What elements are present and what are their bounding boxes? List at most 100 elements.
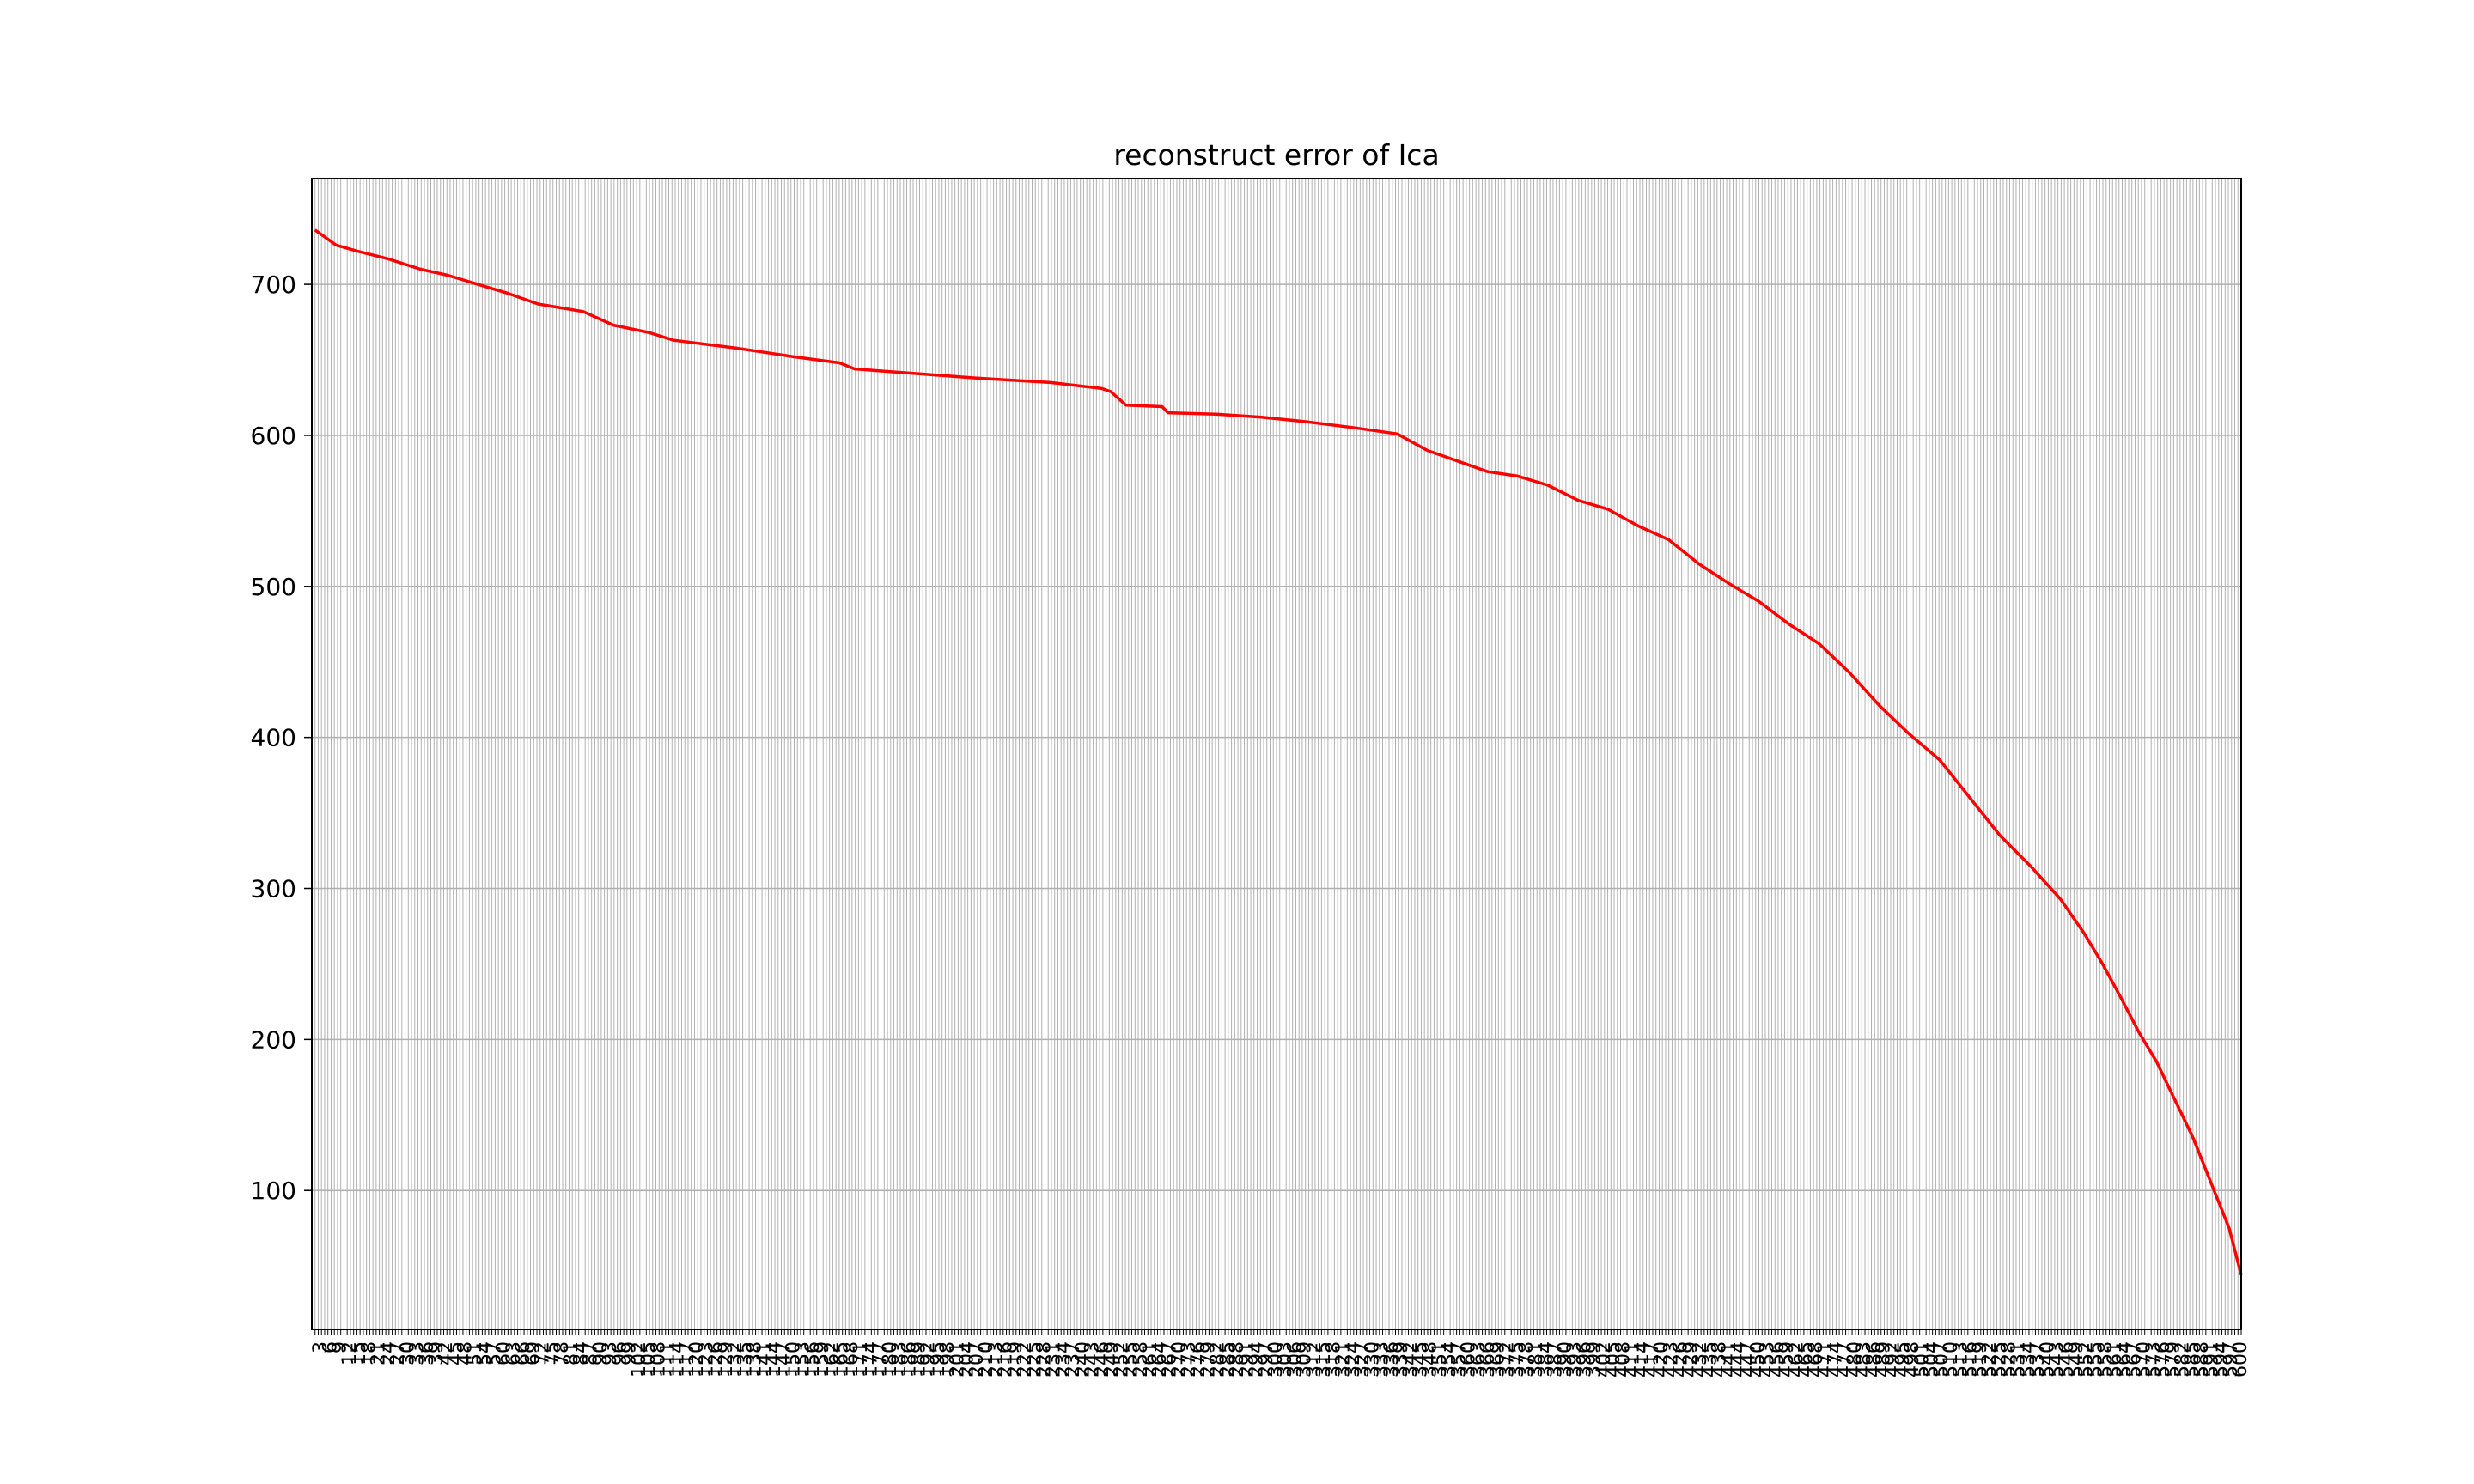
x-tick-label: 174 <box>860 1341 881 1378</box>
x-tick-label: 162 <box>821 1341 843 1378</box>
x-tick-label: 165 <box>832 1341 853 1378</box>
x-tick-label: 435 <box>1699 1341 1721 1378</box>
x-tick-label: 486 <box>1863 1341 1885 1378</box>
x-tick-label: 285 <box>1217 1341 1239 1378</box>
x-tick-label: 540 <box>2037 1341 2058 1378</box>
x-tick-label: 549 <box>2066 1341 2087 1378</box>
x-tick-label: 561 <box>2105 1341 2126 1378</box>
x-tick-label: 522 <box>1979 1341 2001 1378</box>
x-tick-label: 234 <box>1053 1341 1075 1378</box>
x-tick-label: 249 <box>1101 1341 1123 1378</box>
x-tick-label: 18 <box>358 1341 380 1365</box>
x-tick-label: 417 <box>1642 1341 1663 1378</box>
x-tick-label: 393 <box>1564 1341 1586 1378</box>
x-tick-label: 219 <box>1005 1341 1027 1378</box>
x-tick-label: 153 <box>793 1341 814 1378</box>
x-tick-label: 495 <box>1892 1341 1914 1378</box>
x-tick-label: 297 <box>1256 1341 1277 1378</box>
x-tick-label: 333 <box>1372 1341 1393 1378</box>
x-tick-label: 93 <box>600 1341 621 1365</box>
x-tick-label: 375 <box>1507 1341 1528 1378</box>
x-tick-label: 141 <box>754 1341 776 1378</box>
x-tick-label: 339 <box>1391 1341 1412 1378</box>
x-tick-label: 321 <box>1333 1341 1355 1378</box>
x-tick-label: 210 <box>976 1341 997 1378</box>
x-tick-label: 207 <box>966 1341 988 1378</box>
x-tick-label: 483 <box>1854 1341 1875 1378</box>
x-tick-label: 213 <box>985 1341 1007 1378</box>
x-tick-label: 36 <box>417 1341 438 1365</box>
x-tick-label: 129 <box>716 1341 737 1378</box>
x-tick-label: 42 <box>436 1341 457 1365</box>
x-tick-label: 366 <box>1478 1341 1499 1378</box>
y-tick-label: 500 <box>251 573 296 601</box>
x-tick-label: 384 <box>1535 1341 1557 1378</box>
chart-title: reconstruct error of Ica <box>1113 138 1439 172</box>
x-tick-label: 99 <box>619 1341 641 1365</box>
x-tick-label: 411 <box>1623 1341 1644 1378</box>
x-tick-label: 48 <box>455 1341 477 1365</box>
x-tick-label: 501 <box>1911 1341 1933 1378</box>
x-tick-label: 111 <box>658 1341 679 1378</box>
x-tick-label: 171 <box>850 1341 872 1378</box>
x-tick-label: 534 <box>2018 1341 2039 1378</box>
x-tick-label: 354 <box>1439 1341 1460 1378</box>
x-tick-label: 261 <box>1140 1341 1161 1378</box>
x-tick-label: 147 <box>773 1341 795 1378</box>
x-ticks <box>314 1329 2242 1335</box>
x-tick-label: 564 <box>2114 1341 2136 1378</box>
x-tick-label: 402 <box>1593 1341 1615 1378</box>
x-tick-label: 387 <box>1545 1341 1567 1378</box>
y-grid <box>312 283 2241 1191</box>
x-tick-label: 360 <box>1459 1341 1480 1378</box>
x-grid <box>314 179 2242 1329</box>
x-tick-label: 33 <box>407 1341 429 1365</box>
x-tick-label: 30 <box>397 1341 418 1365</box>
x-tick-label: 588 <box>2191 1341 2213 1378</box>
x-tick-label: 555 <box>2086 1341 2107 1378</box>
x-tick-label: 54 <box>474 1341 496 1365</box>
x-tick-label: 438 <box>1709 1341 1731 1378</box>
x-tick-label: 276 <box>1188 1341 1210 1378</box>
x-tick-label: 465 <box>1796 1341 1818 1378</box>
x-tick-label: 3 <box>310 1341 332 1353</box>
x-tick-label: 273 <box>1179 1341 1200 1378</box>
x-tick-label: 57 <box>484 1341 505 1365</box>
x-tick-label: 231 <box>1044 1341 1065 1378</box>
x-tick-label: 531 <box>2008 1341 2030 1378</box>
x-tick-label: 306 <box>1284 1341 1306 1378</box>
series-group <box>314 228 2243 1276</box>
x-tick-label: 576 <box>2153 1341 2174 1378</box>
x-tick-label: 69 <box>522 1341 544 1365</box>
x-tick-label: 105 <box>638 1341 660 1378</box>
x-tick-label: 60 <box>494 1341 515 1365</box>
x-tick-label: 198 <box>937 1341 959 1378</box>
x-tick-label: 363 <box>1468 1341 1490 1378</box>
x-tick-label: 450 <box>1748 1341 1770 1378</box>
x-tick-label: 264 <box>1149 1341 1171 1378</box>
x-tick-label: 216 <box>996 1341 1017 1378</box>
x-tick-label: 510 <box>1941 1341 1962 1378</box>
x-tick-label: 378 <box>1516 1341 1538 1378</box>
x-tick-label: 492 <box>1883 1341 1904 1378</box>
x-tick-label: 51 <box>465 1341 486 1365</box>
x-tick-label: 291 <box>1236 1341 1258 1378</box>
x-tick-label: 183 <box>889 1341 911 1378</box>
x-tick-label: 78 <box>551 1341 573 1365</box>
y-tick-label: 200 <box>251 1025 296 1054</box>
x-tick-label: 243 <box>1082 1341 1104 1378</box>
x-tick-label: 246 <box>1092 1341 1113 1378</box>
x-tick-label: 15 <box>349 1341 370 1365</box>
x-tick-label: 447 <box>1738 1341 1759 1378</box>
x-tick-label: 9 <box>330 1341 351 1353</box>
x-tick-label: 369 <box>1487 1341 1508 1378</box>
x-tick-label: 477 <box>1835 1341 1856 1378</box>
x-tick-label: 456 <box>1767 1341 1788 1378</box>
x-tick-label: 504 <box>1922 1341 1943 1378</box>
x-tick-label: 225 <box>1024 1341 1045 1378</box>
x-tick-label: 396 <box>1574 1341 1595 1378</box>
x-tick-label: 192 <box>918 1341 940 1378</box>
x-tick-label: 222 <box>1015 1341 1036 1378</box>
x-tick-label: 66 <box>513 1341 534 1365</box>
